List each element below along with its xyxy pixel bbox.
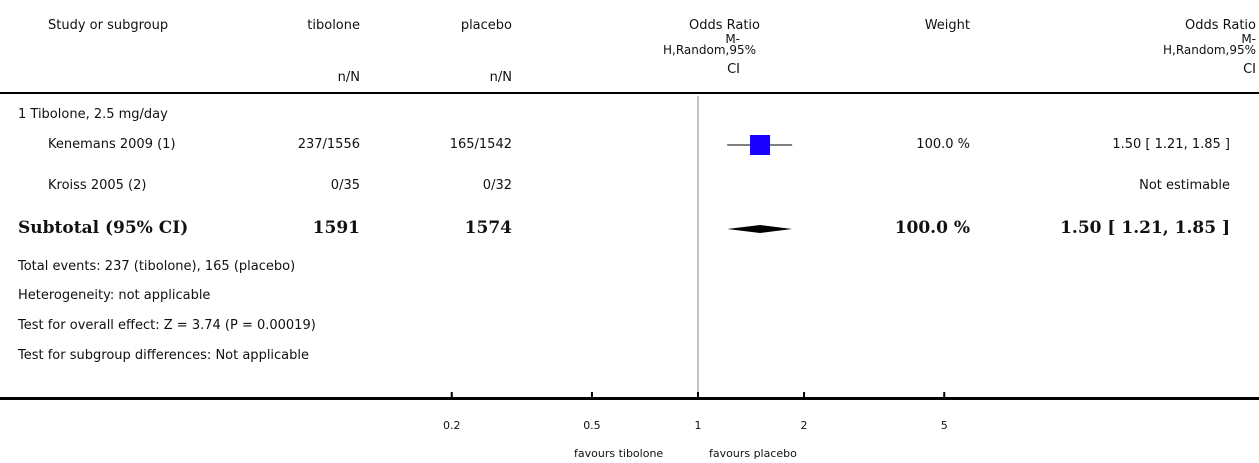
header-study: Study or subgroup bbox=[48, 18, 169, 33]
pooled-diamond bbox=[727, 225, 793, 233]
study-group2-events: 0/32 bbox=[482, 178, 512, 193]
header-or-sub2: H,Random,95% bbox=[662, 43, 756, 57]
subtotal-group2: 1574 bbox=[464, 218, 512, 238]
subtotal-or-ci: 1.50 [ 1.21, 1.85 ] bbox=[1060, 218, 1230, 238]
header-or-sub3: CI bbox=[727, 62, 740, 77]
study-name: Kroiss 2005 (2) bbox=[48, 178, 147, 193]
study-group2-events: 165/1542 bbox=[449, 137, 512, 152]
header-weight: Weight bbox=[924, 18, 970, 33]
header-group2-sub: n/N bbox=[489, 70, 512, 85]
subtotal-group1: 1591 bbox=[312, 218, 360, 238]
study-box bbox=[750, 135, 771, 155]
study-or-ci: 1.50 [ 1.21, 1.85 ] bbox=[1112, 137, 1230, 152]
header-rule bbox=[0, 92, 1259, 94]
axis-tick-label: 1 bbox=[694, 419, 702, 432]
note-total-events: Total events: 237 (tibolone), 165 (place… bbox=[18, 259, 296, 274]
header-group2: placebo bbox=[460, 18, 512, 33]
header-group1-sub: n/N bbox=[337, 70, 360, 85]
study-group1-events: 237/1556 bbox=[297, 137, 360, 152]
axis-left-label: favours tibolone bbox=[574, 447, 664, 460]
note-heterogeneity: Heterogeneity: not applicable bbox=[18, 288, 211, 303]
study-weight: 100.0 % bbox=[916, 137, 970, 152]
header-or2-sub2: H,Random,95% bbox=[1162, 43, 1256, 57]
header-or-title: Odds Ratio bbox=[688, 18, 760, 33]
note-subgroup-differences: Test for subgroup differences: Not appli… bbox=[18, 348, 310, 363]
header-or2-sub3: CI bbox=[1243, 62, 1256, 77]
header-or2-sub1: M- bbox=[1241, 32, 1256, 46]
axis-tick-label: 2 bbox=[800, 419, 808, 432]
subtotal-label: Subtotal (95% CI) bbox=[18, 218, 189, 238]
axis-tick-label: 5 bbox=[940, 419, 948, 432]
axis-tick-label: 0.5 bbox=[583, 419, 601, 432]
subtotal-weight: 100.0 % bbox=[894, 218, 970, 238]
note-overall-effect: Test for overall effect: Z = 3.74 (P = 0… bbox=[18, 318, 316, 333]
subgroup-title: 1 Tibolone, 2.5 mg/day bbox=[18, 107, 168, 122]
study-name: Kenemans 2009 (1) bbox=[48, 137, 176, 152]
axis-right-label: favours placebo bbox=[709, 447, 797, 460]
header-or2-title: Odds Ratio bbox=[1184, 18, 1256, 33]
header-group1: tibolone bbox=[307, 18, 360, 33]
study-or-ci: Not estimable bbox=[1139, 178, 1230, 193]
header-or-sub1: M- bbox=[725, 32, 740, 46]
study-group1-events: 0/35 bbox=[330, 178, 360, 193]
axis-tick-label: 0.2 bbox=[443, 419, 461, 432]
